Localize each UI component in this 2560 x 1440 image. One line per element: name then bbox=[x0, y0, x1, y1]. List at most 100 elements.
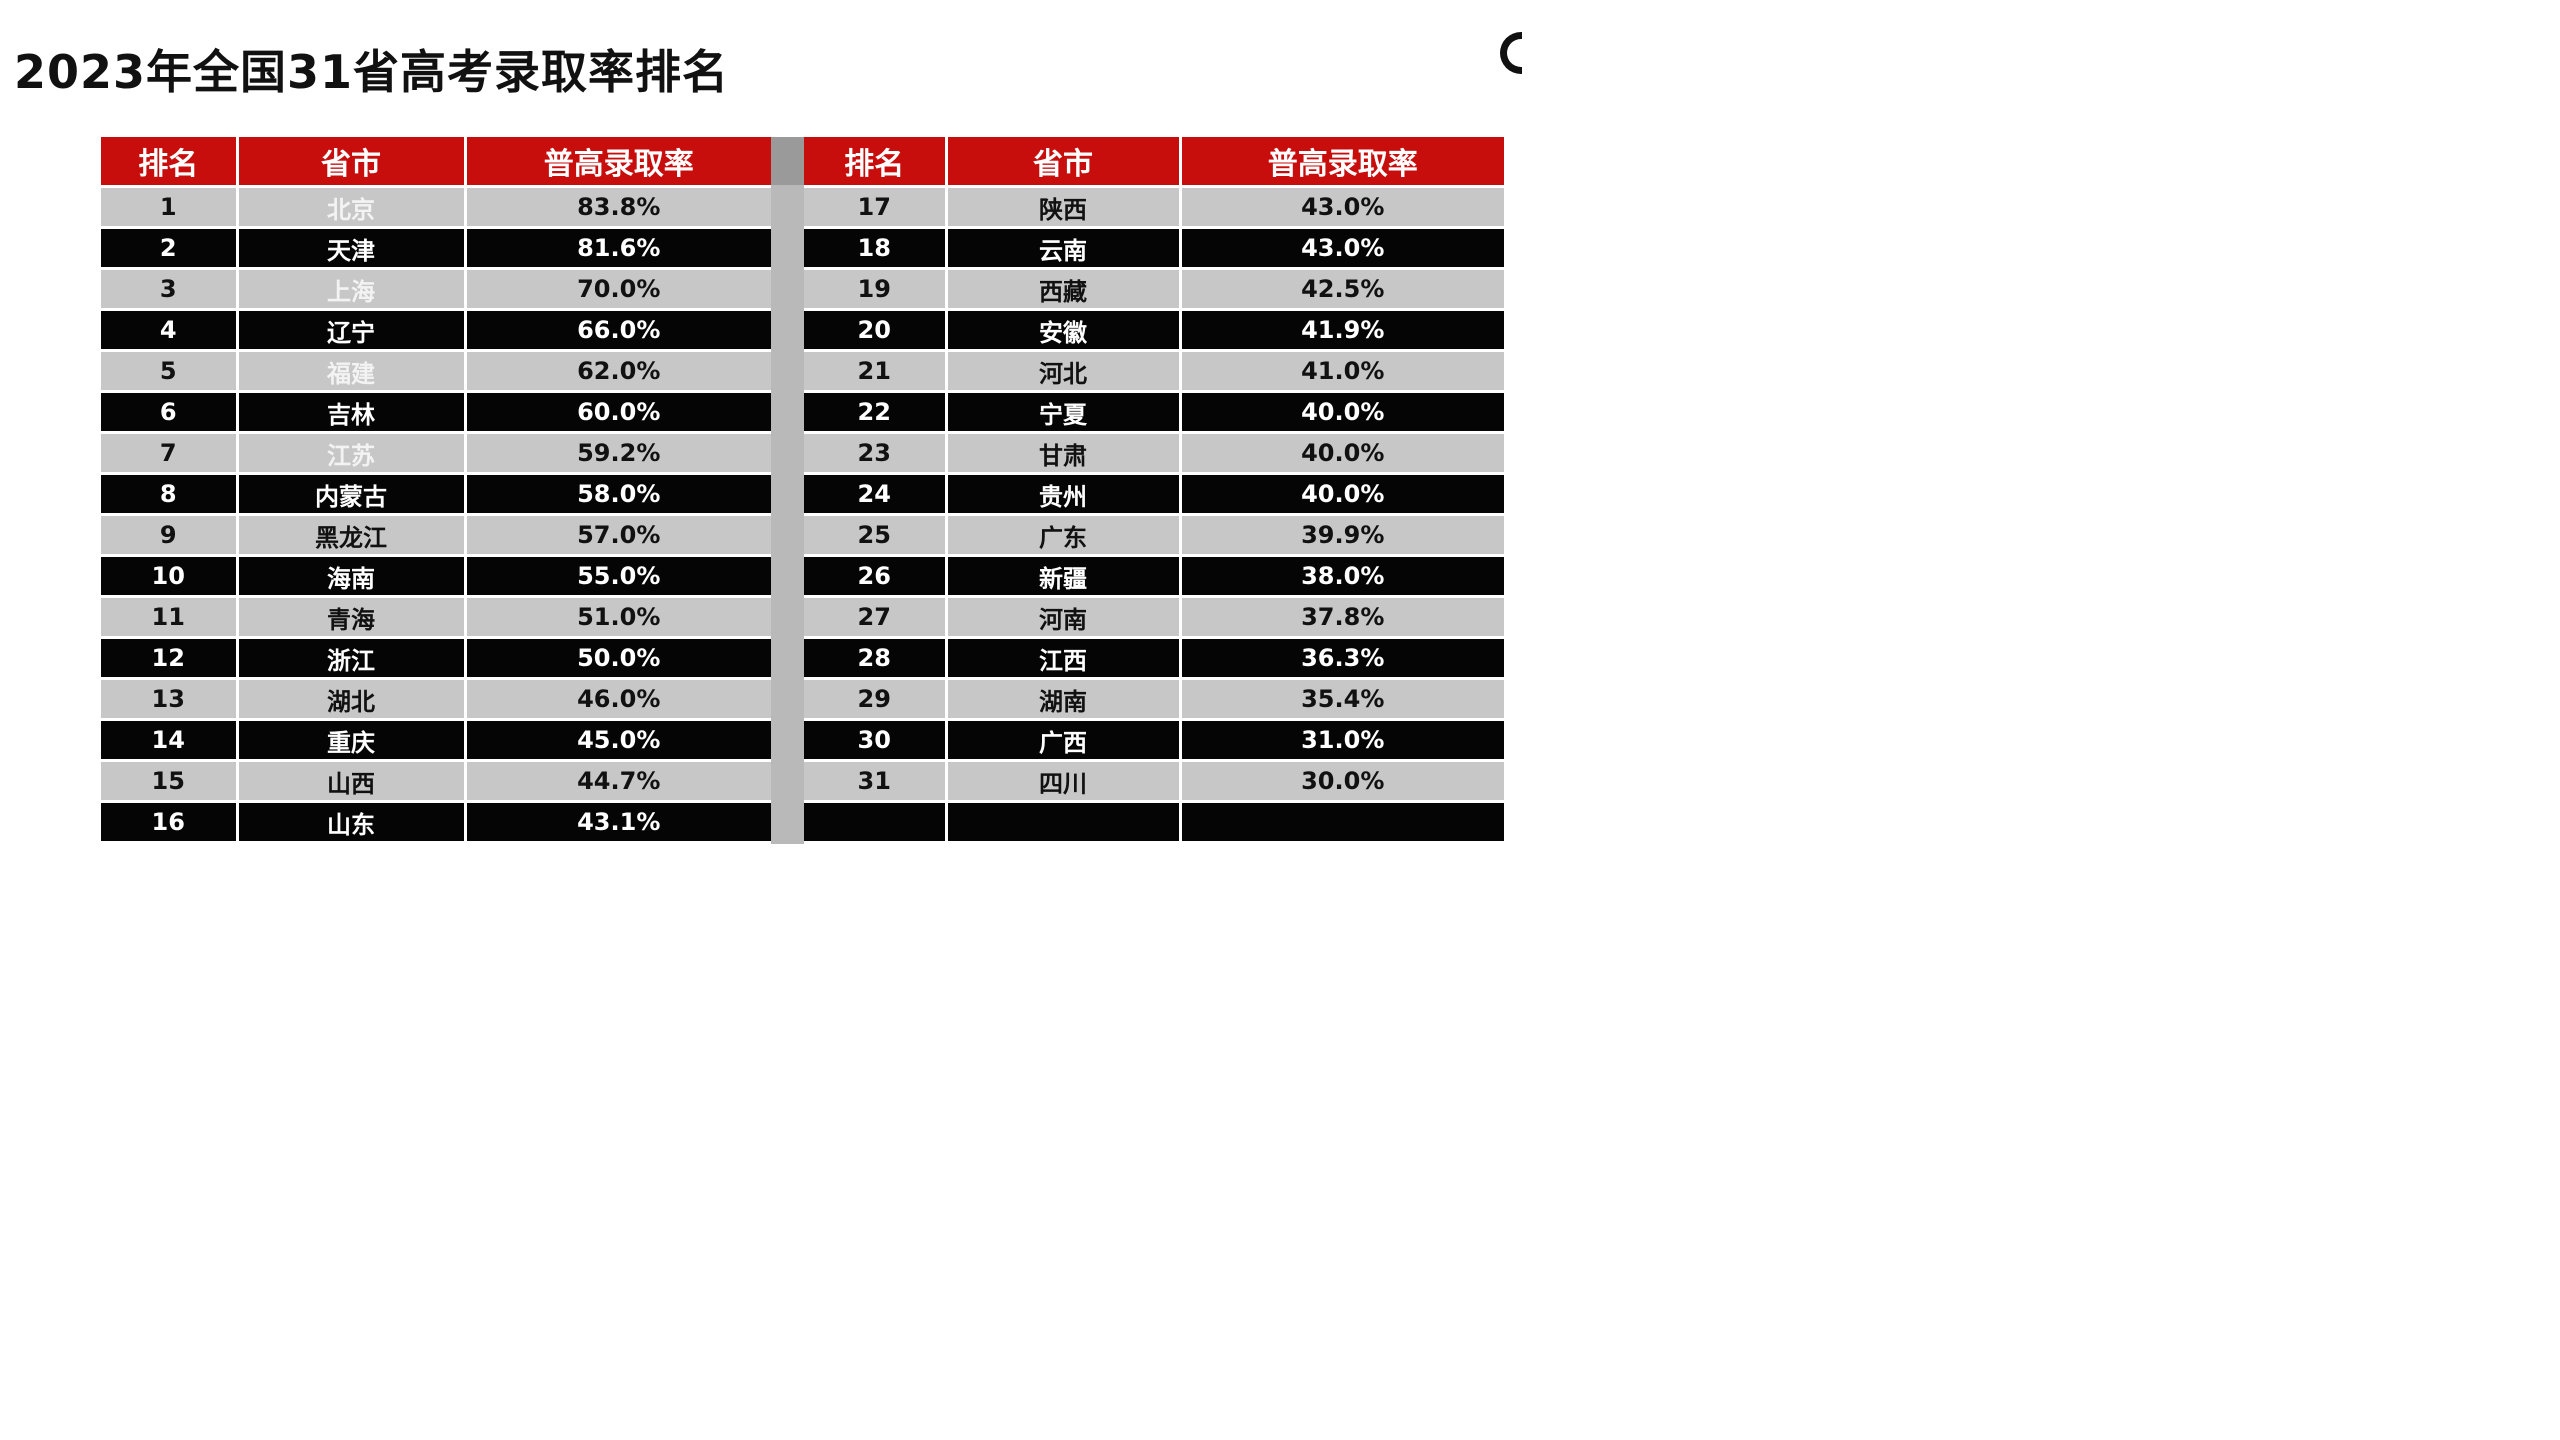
province-cell: 天津 bbox=[237, 227, 467, 270]
rate-cell: 41.0% bbox=[1180, 350, 1504, 393]
rate-cell: 58.0% bbox=[465, 473, 771, 516]
rank-cell: 1 bbox=[101, 186, 239, 229]
province-cell: 安徽 bbox=[946, 309, 1182, 352]
rate-cell: 35.4% bbox=[1180, 678, 1504, 721]
table-row: 18 云南 43.0% bbox=[804, 227, 1504, 270]
table-row: 27 河南 37.8% bbox=[804, 596, 1504, 639]
page: 2023年全国31省高考录取率排名 排名 省市 普高录取率 1 北京 83.8% 2 天… bbox=[0, 0, 1551, 872]
province-cell: 广西 bbox=[946, 719, 1182, 762]
rate-cell: 31.0% bbox=[1180, 719, 1504, 762]
rate-cell: 59.2% bbox=[465, 432, 771, 475]
rate-cell: 45.0% bbox=[465, 719, 771, 762]
header-rate: 普高录取率 bbox=[465, 137, 771, 188]
header-rate: 普高录取率 bbox=[1180, 137, 1504, 188]
province-cell: 陕西 bbox=[946, 186, 1182, 229]
province-cell: 贵州 bbox=[946, 473, 1182, 516]
header-rank: 排名 bbox=[804, 137, 948, 188]
table-divider bbox=[771, 137, 804, 844]
table-row: 8 内蒙古 58.0% bbox=[101, 473, 771, 516]
rank-cell: 27 bbox=[804, 596, 948, 639]
table-row: 17 陕西 43.0% bbox=[804, 186, 1504, 229]
rate-cell: 50.0% bbox=[465, 637, 771, 680]
province-cell: 甘肃 bbox=[946, 432, 1182, 475]
rate-cell: 42.5% bbox=[1180, 268, 1504, 311]
corner-mark bbox=[1500, 32, 1522, 74]
table-row: 19 西藏 42.5% bbox=[804, 268, 1504, 311]
table-row: 13 湖北 46.0% bbox=[101, 678, 771, 721]
rank-cell: 29 bbox=[804, 678, 948, 721]
header-province: 省市 bbox=[237, 137, 467, 188]
table-row: 2 天津 81.6% bbox=[101, 227, 771, 270]
table-row: 14 重庆 45.0% bbox=[101, 719, 771, 762]
table-row: 6 吉林 60.0% bbox=[101, 391, 771, 434]
rate-cell: 30.0% bbox=[1180, 760, 1504, 803]
table-row: 10 海南 55.0% bbox=[101, 555, 771, 598]
table-row bbox=[804, 801, 1504, 844]
province-cell: 新疆 bbox=[946, 555, 1182, 598]
rate-cell: 51.0% bbox=[465, 596, 771, 639]
rate-cell: 39.9% bbox=[1180, 514, 1504, 557]
province-cell: 海南 bbox=[237, 555, 467, 598]
rank-cell: 31 bbox=[804, 760, 948, 803]
rate-cell: 36.3% bbox=[1180, 637, 1504, 680]
rank-cell: 22 bbox=[804, 391, 948, 434]
rank-cell: 9 bbox=[101, 514, 239, 557]
rank-cell: 21 bbox=[804, 350, 948, 393]
page-title: 2023年全国31省高考录取率排名 bbox=[14, 45, 730, 99]
table-divider-cap bbox=[771, 137, 804, 185]
province-cell: 河北 bbox=[946, 350, 1182, 393]
province-cell: 河南 bbox=[946, 596, 1182, 639]
rank-cell: 26 bbox=[804, 555, 948, 598]
rank-cell: 17 bbox=[804, 186, 948, 229]
province-cell: 西藏 bbox=[946, 268, 1182, 311]
rate-cell: 57.0% bbox=[465, 514, 771, 557]
header-rank: 排名 bbox=[101, 137, 239, 188]
province-cell: 福建 bbox=[237, 350, 467, 393]
rank-cell: 10 bbox=[101, 555, 239, 598]
rank-cell: 6 bbox=[101, 391, 239, 434]
rank-cell: 16 bbox=[101, 801, 239, 844]
rate-cell: 43.0% bbox=[1180, 186, 1504, 229]
rank-cell: 25 bbox=[804, 514, 948, 557]
rank-cell: 20 bbox=[804, 309, 948, 352]
table-row: 4 辽宁 66.0% bbox=[101, 309, 771, 352]
province-cell: 北京 bbox=[237, 186, 467, 229]
table-row: 1 北京 83.8% bbox=[101, 186, 771, 229]
rank-cell: 30 bbox=[804, 719, 948, 762]
table-row: 23 甘肃 40.0% bbox=[804, 432, 1504, 475]
rate-cell: 43.1% bbox=[465, 801, 771, 844]
ranking-table-left: 排名 省市 普高录取率 1 北京 83.8% 2 天津 81.6% 3 上海 70.0% 4 辽宁 6… bbox=[101, 137, 771, 844]
province-cell: 云南 bbox=[946, 227, 1182, 270]
rate-cell: 40.0% bbox=[1180, 391, 1504, 434]
table-row: 5 福建 62.0% bbox=[101, 350, 771, 393]
rank-cell bbox=[804, 801, 948, 844]
rate-cell: 70.0% bbox=[465, 268, 771, 311]
rank-cell: 19 bbox=[804, 268, 948, 311]
rate-cell: 38.0% bbox=[1180, 555, 1504, 598]
province-cell: 广东 bbox=[946, 514, 1182, 557]
table-row: 31 四川 30.0% bbox=[804, 760, 1504, 803]
rate-cell: 44.7% bbox=[465, 760, 771, 803]
province-cell: 宁夏 bbox=[946, 391, 1182, 434]
province-cell: 吉林 bbox=[237, 391, 467, 434]
right-table-body: 17 陕西 43.0% 18 云南 43.0% 19 西藏 42.5% 20 安徽 41.9% 21 河北… bbox=[804, 186, 1504, 844]
rate-cell: 40.0% bbox=[1180, 473, 1504, 516]
province-cell: 湖北 bbox=[237, 678, 467, 721]
table-row: 25 广东 39.9% bbox=[804, 514, 1504, 557]
rate-cell: 46.0% bbox=[465, 678, 771, 721]
rank-cell: 15 bbox=[101, 760, 239, 803]
rate-cell: 81.6% bbox=[465, 227, 771, 270]
province-cell: 黑龙江 bbox=[237, 514, 467, 557]
table-row: 12 浙江 50.0% bbox=[101, 637, 771, 680]
table-row: 16 山东 43.1% bbox=[101, 801, 771, 844]
rank-cell: 2 bbox=[101, 227, 239, 270]
table-row: 21 河北 41.0% bbox=[804, 350, 1504, 393]
ranking-table-right: 排名 省市 普高录取率 17 陕西 43.0% 18 云南 43.0% 19 西藏 42.5% 2… bbox=[804, 137, 1504, 844]
province-cell: 青海 bbox=[237, 596, 467, 639]
left-table-body: 1 北京 83.8% 2 天津 81.6% 3 上海 70.0% 4 辽宁 66.0% 5 福建 62.0%… bbox=[101, 186, 771, 844]
rank-cell: 13 bbox=[101, 678, 239, 721]
rank-cell: 23 bbox=[804, 432, 948, 475]
province-cell: 上海 bbox=[237, 268, 467, 311]
table-row: 29 湖南 35.4% bbox=[804, 678, 1504, 721]
rate-cell bbox=[1180, 801, 1504, 844]
